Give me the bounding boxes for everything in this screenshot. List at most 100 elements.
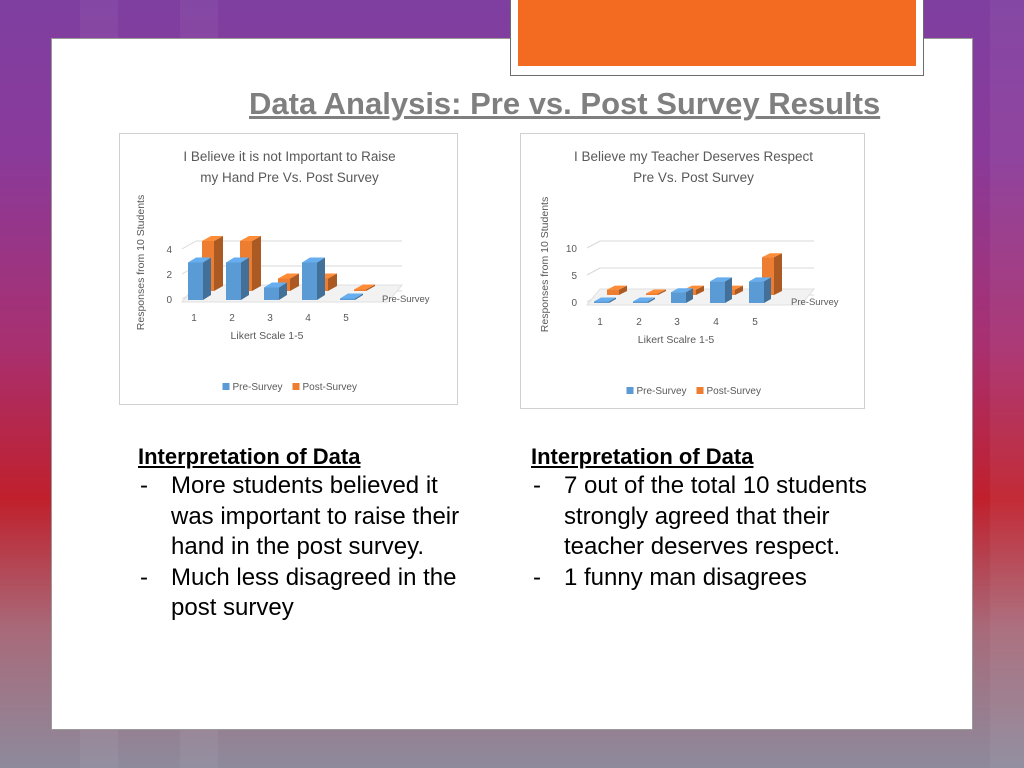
bar [188, 262, 203, 300]
chart-title: I Believe my Teacher Deserves Respect [574, 149, 813, 164]
bar-side [279, 282, 287, 300]
bar-side [686, 288, 693, 303]
interpretation-bullet: -7 out of the total 10 students strongly… [533, 472, 867, 560]
bar-top [202, 236, 223, 241]
bar-top [646, 289, 666, 294]
bar [226, 262, 241, 300]
bar [354, 289, 366, 291]
x-tick-label: 4 [713, 317, 719, 328]
bar-side [355, 293, 363, 300]
bullet-text: More students believed it was important … [171, 472, 460, 560]
header-accent-block [510, 0, 924, 76]
bar-side [648, 297, 655, 303]
bar [264, 287, 279, 300]
bar-top [340, 293, 363, 299]
bar-top [240, 236, 261, 241]
interpretation-bullet: - Much less disagreed in the post survey [140, 563, 457, 622]
bar [633, 301, 648, 303]
bar-top [710, 277, 732, 282]
interpretation-list: - More students believed it was important… [138, 471, 478, 624]
interpretation-bullet: -1 funny man disagrees [533, 563, 807, 591]
bar-top [594, 297, 616, 302]
bar [340, 298, 355, 300]
gridline-side [181, 240, 197, 250]
y-tick-label: 10 [566, 244, 578, 255]
interpretation-heading: Interpretation of Data [531, 444, 754, 469]
bar-top [762, 253, 782, 258]
legend-swatch-post [292, 383, 300, 390]
chart-raise-hand-svg: I Believe it is not Important to Raise my… [135, 149, 430, 393]
legend-swatch-pre [222, 383, 230, 390]
x-tick-label: 3 [674, 317, 680, 328]
y-tick-label: 0 [166, 295, 172, 306]
bar-top [607, 285, 627, 290]
x-axis-label: Likert Scalre 1-5 [638, 334, 715, 346]
legend-label: Post-Survey [707, 386, 761, 397]
y-axis-label: Responses from 10 Students [539, 197, 551, 332]
x-tick-label: 2 [229, 313, 235, 324]
bar-top [671, 288, 693, 293]
legend-swatch-post [696, 387, 704, 394]
interpretation-heading: Interpretation of Data [138, 444, 361, 469]
bar-side [774, 253, 782, 295]
y-axis-label: Responses from 10 Students [135, 195, 147, 330]
x-tick-label: 3 [267, 313, 273, 324]
chart-title: my Hand Pre Vs. Post Survey [200, 170, 379, 185]
x-tick-label: 5 [343, 313, 349, 324]
bar-side [252, 236, 261, 291]
bar-side [328, 273, 337, 291]
gridline-side [586, 267, 601, 276]
chart-title: Pre Vs. Post Survey [633, 170, 754, 185]
bar-top [302, 257, 325, 263]
interpretation-bullet: - More students believed it was important… [140, 472, 460, 560]
bar [646, 293, 658, 295]
x-tick-label: 5 [752, 317, 758, 328]
bar-side [725, 277, 732, 303]
bar [302, 262, 317, 300]
bar-top [278, 273, 299, 279]
header-accent-fill [518, 0, 916, 66]
bar-side [241, 257, 249, 300]
chart-teacher-respect: I Believe my Teacher Deserves Respect Pre… [520, 133, 865, 409]
legend-label: Pre-Survey [233, 382, 283, 393]
x-tick-label: 4 [305, 313, 311, 324]
bar-side [658, 289, 666, 295]
legend-label: Pre-Survey [637, 386, 687, 397]
bar-top [188, 257, 211, 263]
bar [710, 281, 725, 303]
bar-side [764, 277, 771, 303]
slide-title: Data Analysis: Pre vs. Post Survey Resul… [249, 86, 881, 121]
bar [607, 289, 619, 295]
bar [594, 301, 609, 303]
bullet-text: 7 out of the total 10 students strongly … [564, 472, 867, 560]
legend-swatch-pre [626, 387, 634, 394]
gridline-side [586, 240, 601, 249]
depth-axis-label: Pre-Survey [382, 294, 430, 305]
bar-side [366, 284, 375, 291]
bar-side [290, 273, 299, 291]
chart-raise-hand: I Believe it is not Important to Raise my… [119, 133, 458, 405]
bar [671, 292, 686, 303]
bullet-text: 1 funny man disagrees [564, 563, 807, 591]
depth-axis-label: Pre-Survey [791, 297, 839, 308]
chart-teacher-respect-svg: I Believe my Teacher Deserves Respect Pre… [539, 149, 839, 397]
interpretation-left: Interpretation of Data - More students be… [138, 443, 478, 624]
bar-top [749, 277, 771, 282]
legend-label: Post-Survey [303, 382, 357, 393]
bullet-text: Much less disagreed in the post survey [171, 563, 457, 622]
bar-top [264, 282, 287, 288]
chart-title: I Believe it is not Important to Raise [183, 149, 395, 164]
interpretation-right: Interpretation of Data -7 out of the tot… [531, 443, 891, 593]
interpretation-list: -7 out of the total 10 students strongly… [531, 471, 891, 593]
x-tick-label: 1 [191, 313, 197, 324]
bar-side [203, 257, 211, 300]
y-tick-label: 5 [571, 271, 577, 282]
bar-side [735, 285, 743, 295]
bar-top [633, 297, 655, 302]
bar-top [354, 284, 375, 290]
bar-side [317, 257, 325, 300]
bar [749, 281, 764, 303]
bar-side [609, 297, 616, 303]
bar-side [619, 285, 627, 295]
y-tick-label: 0 [571, 298, 577, 309]
